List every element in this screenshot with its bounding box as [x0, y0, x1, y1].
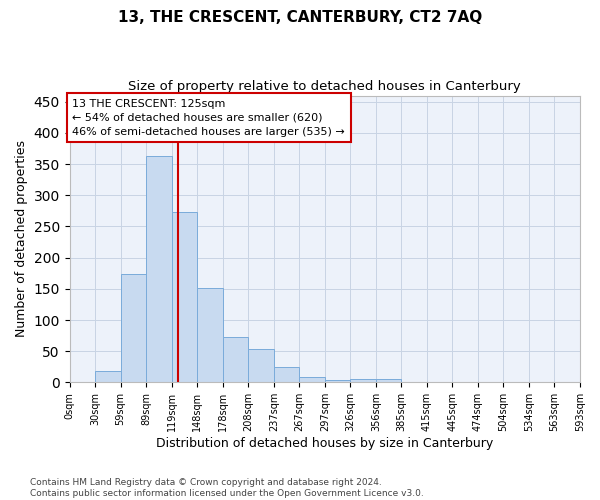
Y-axis label: Number of detached properties: Number of detached properties — [15, 140, 28, 338]
Bar — [197, 288, 223, 382]
Bar — [95, 371, 121, 382]
Bar — [121, 274, 146, 382]
Bar — [376, 379, 401, 382]
Bar — [299, 376, 325, 382]
Bar — [325, 380, 350, 382]
Title: Size of property relative to detached houses in Canterbury: Size of property relative to detached ho… — [128, 80, 521, 93]
Bar — [172, 212, 197, 382]
Bar — [350, 379, 376, 382]
Text: 13 THE CRESCENT: 125sqm
← 54% of detached houses are smaller (620)
46% of semi-d: 13 THE CRESCENT: 125sqm ← 54% of detache… — [72, 98, 345, 136]
X-axis label: Distribution of detached houses by size in Canterbury: Distribution of detached houses by size … — [156, 437, 493, 450]
Text: Contains HM Land Registry data © Crown copyright and database right 2024.
Contai: Contains HM Land Registry data © Crown c… — [30, 478, 424, 498]
Text: 13, THE CRESCENT, CANTERBURY, CT2 7AQ: 13, THE CRESCENT, CANTERBURY, CT2 7AQ — [118, 10, 482, 25]
Bar — [274, 368, 299, 382]
Bar — [223, 337, 248, 382]
Bar — [146, 156, 172, 382]
Bar — [248, 350, 274, 382]
